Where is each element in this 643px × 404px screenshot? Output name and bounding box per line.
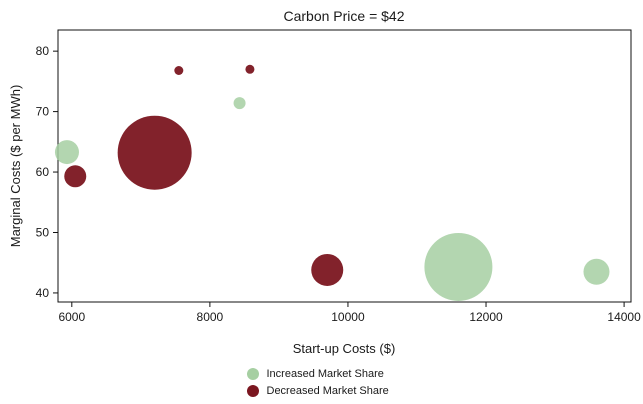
y-axis: 40 50 60 70 80 bbox=[36, 44, 58, 300]
legend-label-decreased: Decreased Market Share bbox=[266, 385, 389, 397]
chart-title: Carbon Price = $42 bbox=[283, 8, 404, 24]
y-tick-label: 70 bbox=[36, 105, 50, 119]
legend-label-increased: Increased Market Share bbox=[266, 368, 384, 380]
x-tick-label: 10000 bbox=[331, 310, 365, 324]
y-tick-label: 40 bbox=[36, 286, 50, 300]
legend: Increased Market Share Decreased Market … bbox=[0, 368, 643, 397]
y-tick-label: 60 bbox=[36, 165, 50, 179]
bubble-increased-market-share bbox=[233, 97, 246, 110]
x-axis: 6000 8000 10000 12000 14000 bbox=[58, 302, 641, 324]
bubble-decreased-market-share bbox=[311, 253, 344, 286]
legend-swatch-increased bbox=[246, 368, 259, 380]
x-tick-label: 8000 bbox=[197, 310, 224, 324]
bubble-increased-market-share bbox=[583, 258, 610, 285]
y-tick-label: 50 bbox=[36, 225, 50, 239]
bubble-increased-market-share bbox=[54, 140, 79, 165]
legend-swatch-decreased bbox=[246, 385, 259, 397]
x-tick-label: 12000 bbox=[469, 310, 503, 324]
plot-area-frame bbox=[57, 29, 632, 303]
legend-item-increased: Increased Market Share bbox=[246, 368, 397, 380]
bubble-decreased-market-share bbox=[174, 65, 184, 75]
legend-item-decreased: Decreased Market Share bbox=[246, 385, 397, 397]
bubble-decreased-market-share bbox=[117, 115, 192, 190]
bubble-layer bbox=[54, 64, 610, 301]
x-axis-label: Start-up Costs ($) bbox=[293, 341, 396, 356]
bubble-decreased-market-share bbox=[245, 64, 255, 74]
y-tick-label: 80 bbox=[36, 44, 50, 58]
bubble-increased-market-share bbox=[424, 232, 493, 301]
x-tick-label: 6000 bbox=[58, 310, 85, 324]
bubble-decreased-market-share bbox=[64, 165, 87, 188]
x-tick-label: 14000 bbox=[607, 310, 641, 324]
y-axis-label: Marginal Costs ($ per MWh) bbox=[8, 85, 23, 248]
